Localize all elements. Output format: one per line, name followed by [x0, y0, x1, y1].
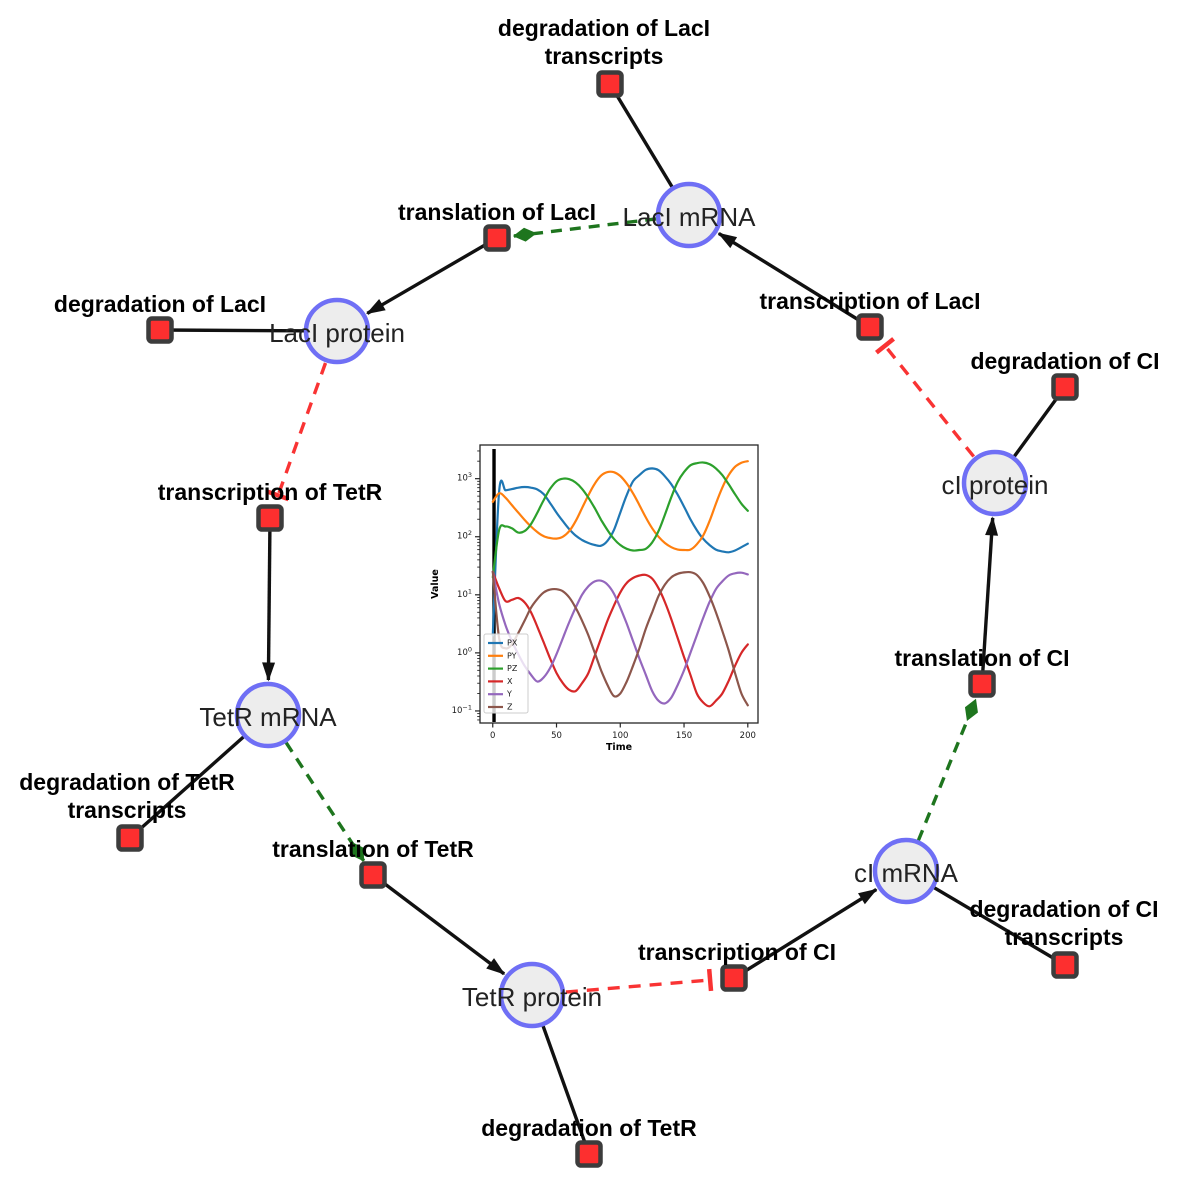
x-tick-label-0: 0	[490, 731, 495, 741]
chart-plot-area	[491, 449, 749, 722]
x-tick-label-200: 200	[740, 731, 756, 741]
reaction-label-deg_tetr_tx-line2: transcripts	[68, 797, 187, 823]
series-line-Z	[491, 570, 749, 707]
reaction-label-deg_laci_tx-line1: degradation of LacI	[498, 15, 710, 41]
reaction-label-transl_laci: translation of LacI	[398, 199, 596, 225]
chart-render-layer: 10−1 100 101 102 103 0 50 100 150 200 PX PY PZ XYZ	[452, 444, 759, 741]
reaction-node-tx_laci	[856, 313, 884, 341]
edge-inhibition-ci_protein-to-tx_laci	[875, 337, 976, 458]
reaction-node-transl_tetr	[359, 861, 387, 889]
species-node-laci_mrna	[655, 181, 723, 249]
legend-label-PZ: PZ	[507, 664, 518, 673]
reaction-node-deg_tetr_tx	[116, 824, 144, 852]
edge-production-transl_tetr-to-tetr_protein	[371, 873, 506, 976]
edge-consumption-laci_protein-to-deg_laci	[159, 328, 305, 333]
reaction-label-deg_ci_tx-line1: degradation of CI	[969, 896, 1158, 922]
reaction-label-tx_laci: transcription of LacI	[759, 288, 980, 314]
edge-production-transl_ci-to-ci_protein	[980, 516, 999, 685]
y-tick-label-1e3: 103	[457, 471, 472, 484]
series-line-PZ	[491, 461, 749, 579]
series-line-PY	[491, 460, 749, 552]
reaction-node-deg_laci_tx	[596, 70, 624, 98]
reaction-node-deg_tetr	[575, 1140, 603, 1168]
edge-consumption-tetr_protein-to-deg_tetr	[541, 1025, 591, 1155]
legend-label-Z: Z	[507, 703, 513, 712]
series-line-PX	[491, 467, 749, 637]
y-tick-label-1e-1: 10−1	[452, 703, 472, 716]
edge-consumption-tetr_mrna-to-deg_tetr_tx	[128, 735, 245, 840]
species-label-ci_protein: cI protein	[942, 470, 1049, 500]
edge-consumption-ci_mrna-to-deg_ci_tx	[933, 886, 1066, 967]
edge-production-tx_ci-to-ci_mrna	[733, 888, 878, 980]
x-tick-label-100: 100	[612, 731, 628, 741]
edge-modifier-laci_mrna-to-transl_laci	[512, 217, 657, 242]
reaction-label-deg_tetr: degradation of TetR	[481, 1115, 697, 1141]
reaction-label-transl_ci: translation of CI	[894, 645, 1069, 671]
nodes-layer	[116, 70, 1079, 1168]
reaction-node-tx_tetr	[256, 504, 284, 532]
legend-label-X: X	[507, 677, 513, 686]
reaction-node-tx_ci	[720, 964, 748, 992]
edge-inhibition-tetr_protein-to-tx_ci	[565, 968, 714, 994]
edge-production-tx_tetr-to-tetr_mrna	[262, 517, 276, 682]
legend-label-PY: PY	[507, 651, 517, 660]
reaction-label-transl_tetr: translation of TetR	[272, 836, 474, 862]
x-axis-label: Time	[606, 742, 632, 753]
edge-modifier-ci_mrna-to-transl_ci	[916, 698, 978, 842]
edge-modifier-tetr_mrna-to-transl_tetr	[284, 741, 366, 862]
x-tick-label-150: 150	[676, 731, 692, 741]
series-line-Y	[491, 570, 749, 705]
reaction-label-tx_tetr: transcription of TetR	[158, 479, 383, 505]
y-tick-label-1e0: 100	[457, 645, 472, 658]
legend-label-PX: PX	[507, 639, 518, 648]
reaction-label-deg_ci_tx-line2: transcripts	[1005, 924, 1124, 950]
species-node-laci_protein	[303, 297, 371, 365]
species-label-laci_protein: LacI protein	[269, 318, 405, 348]
species-node-tetr_mrna	[234, 681, 302, 749]
reaction-node-transl_laci	[483, 224, 511, 252]
edge-production-transl_laci-to-laci_protein	[366, 236, 498, 315]
edge-production-tx_laci-to-laci_mrna	[717, 231, 871, 329]
species-node-ci_protein	[961, 449, 1029, 517]
species-label-ci_mrna: cI mRNA	[854, 858, 959, 888]
reaction-node-deg_laci	[146, 316, 174, 344]
species-node-tetr_protein	[498, 961, 566, 1029]
y-tick-label-1e2: 102	[457, 529, 472, 542]
series-line-X	[491, 570, 749, 708]
edge-inhibition-laci_protein-to-tx_tetr	[266, 362, 328, 502]
reaction-node-deg_ci	[1051, 373, 1079, 401]
species-label-tetr_mrna: TetR mRNA	[199, 702, 337, 732]
edge-consumption-laci_mrna-to-deg_laci_tx	[608, 83, 674, 188]
species-label-laci_mrna: LacI mRNA	[623, 202, 757, 232]
y-tick-label-1e1: 101	[457, 587, 472, 600]
x-tick-label-50: 50	[551, 731, 562, 741]
chart-legend-box	[483, 633, 529, 714]
species-node-ci_mrna	[872, 837, 940, 905]
reaction-label-tx_ci: transcription of CI	[638, 939, 836, 965]
y-axis-label: Value	[430, 569, 441, 599]
reaction-node-deg_ci_tx	[1051, 951, 1079, 979]
reaction-label-deg_laci: degradation of LacI	[54, 291, 266, 317]
reaction-label-deg_laci_tx-line2: transcripts	[545, 43, 664, 69]
chart-axes-frame	[479, 444, 759, 724]
species-label-tetr_protein: TetR protein	[462, 982, 602, 1012]
labels-layer: degradation of LacItranscriptstranslatio…	[19, 15, 1159, 1141]
reaction-label-deg_tetr_tx-line1: degradation of TetR	[19, 769, 235, 795]
reaction-node-transl_ci	[968, 670, 996, 698]
reaction-label-deg_ci: degradation of CI	[970, 348, 1159, 374]
legend-label-Y: Y	[506, 690, 512, 699]
inset-timeseries-chart: 10−1 100 101 102 103 0 50 100 150 200 PX PY PZ XYZ Ti…	[430, 444, 759, 753]
